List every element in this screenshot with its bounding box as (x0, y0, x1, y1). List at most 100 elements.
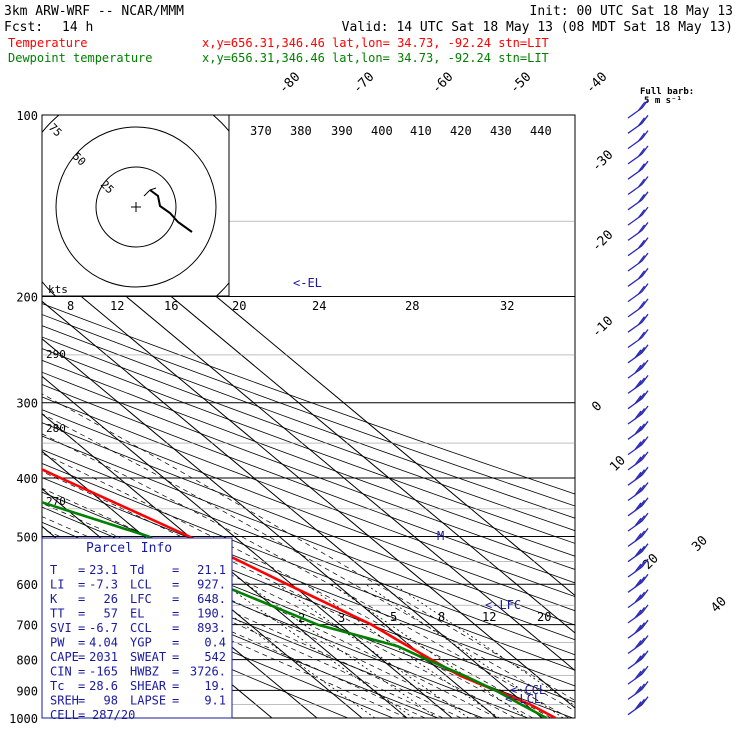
wind-barb-flag (641, 267, 649, 277)
wind-barb-flag (641, 206, 649, 216)
parcel-stat-name: K (50, 592, 58, 606)
wind-barb-flag (637, 301, 646, 310)
init-time: Init: 00 UTC Sat 18 May 13 (530, 4, 734, 19)
wind-barb-flag (637, 209, 646, 218)
parcel-stat-eq: = (78, 694, 85, 708)
isotherm-line (42, 450, 363, 718)
isotherm-tick-label: 10 (607, 453, 629, 475)
parcel-stat-eq: = (78, 679, 85, 693)
valid-time: Valid: 14 UTC Sat 18 May 13 (08 MDT Sat … (342, 20, 733, 35)
wind-barb-flag (641, 420, 649, 430)
wind-barb-flag (637, 637, 646, 647)
pressure-tick-label: 700 (16, 619, 38, 633)
parcel-info-box (41, 537, 233, 719)
parcel-stat-value: -6.7 (89, 621, 118, 635)
parcel-stat-name: T (50, 563, 57, 577)
mixing-ratio-tick-label: 16 (164, 299, 178, 313)
isotherm-line (42, 300, 543, 718)
parcel-stat-eq: = (78, 708, 85, 722)
isotherm-tick-label: -40 (583, 70, 610, 97)
mixing-ratio-tick-label: 20 (232, 299, 246, 313)
dewpoint-series-line (42, 500, 548, 718)
parcel-stat-name: SWEAT (130, 650, 166, 664)
parcel-stat-eq: = (172, 578, 179, 592)
wind-barb-flag (637, 423, 646, 433)
parcel-stat-eq: = (172, 592, 179, 606)
wind-barb-flag (634, 502, 642, 512)
wind-barb-flag (641, 283, 649, 292)
parcel-stat-name: PW (50, 636, 65, 650)
wind-barb-flag (637, 484, 646, 494)
wind-barb-flag (634, 456, 642, 466)
parcel-stat-eq: = (172, 563, 179, 577)
theta-tick-label: 400 (371, 124, 393, 138)
moist-adiabat-line (42, 516, 480, 718)
wind-barb-flag (637, 607, 646, 616)
full-barb-label: Full barb: (640, 87, 694, 97)
wind-barb-flag (634, 640, 642, 649)
pressure-tick-label: 900 (16, 684, 38, 698)
theta-tick-label: 380 (290, 124, 312, 138)
parcel-info-rows: T = 23.1 Td = 21.1 LI = -7.3 LCL = 927. K = 26 LFC = 648.… (50, 563, 226, 722)
theta-tick-label: 440 (530, 124, 552, 138)
mixing-ratio-tick-label: 8 (438, 610, 445, 624)
parcel-stat-value: 893. (197, 621, 226, 635)
theta-tick-label: 370 (250, 124, 272, 138)
wind-barb-flag (641, 497, 649, 507)
wind-barb-flag (637, 392, 646, 402)
model-title: 3km ARW-WRF -- NCAR/MMM (4, 4, 184, 19)
wind-barb-flag (641, 589, 649, 598)
moist-adiabat-line (42, 413, 575, 712)
pressure-tick-label: 500 (16, 530, 38, 544)
parcel-stat-eq: = (172, 679, 179, 693)
wind-barb-flag (637, 377, 646, 387)
wind-barb-flag (641, 696, 649, 706)
dry-adiabat-tick-label: 280 (46, 422, 66, 435)
wind-barb-flag (634, 533, 642, 542)
wind-barb-flag (641, 344, 649, 354)
wind-barb-flag (641, 681, 649, 690)
wind-barb-flag (634, 548, 642, 558)
wind-barb-flag (634, 670, 642, 680)
isotherm-line (42, 263, 575, 709)
wind-barb-flag (634, 349, 642, 359)
legend-temperature-info: x,y=656.31,346.46 lat,lon= 34.73, -92.24… (202, 36, 549, 50)
wind-barb-flag (637, 545, 646, 555)
parcel-stat-value: 927. (197, 578, 226, 592)
isotherm-line (42, 413, 408, 718)
wind-barb-flag (637, 622, 646, 632)
isotherm-tick-label: -20 (589, 228, 616, 255)
wind-barb-flag (641, 665, 649, 675)
mixing-ratio-tick-label: 12 (110, 299, 124, 313)
dry-adiabat-tick-label: 290 (46, 348, 66, 361)
parcel-stat-name: CIN (50, 665, 72, 679)
hodograph-storm-motion (143, 187, 157, 197)
parcel-stat-name: SREH (50, 694, 79, 708)
wind-barb-flag (641, 145, 649, 155)
isotherm-tick-label: 30 (689, 533, 711, 555)
parcel-stat-value: 28.6 (89, 679, 118, 693)
wind-barb-flag (634, 380, 642, 389)
wind-barb-flag (637, 576, 646, 586)
fcst-value: 14 h (62, 20, 93, 35)
wind-barb-flag (637, 683, 646, 693)
parcel-stat-value: 57 (104, 607, 118, 621)
pressure-tick-label: 400 (16, 472, 38, 486)
wind-barb-flag (641, 329, 649, 338)
wind-barb-flag (641, 313, 649, 323)
isotherm-tick-label: 0 (589, 399, 605, 415)
wind-barb-flag (637, 530, 646, 540)
wind-barb-flag (637, 454, 646, 463)
wind-barb-flag (637, 193, 646, 203)
parcel-stat-value: 19. (204, 679, 226, 693)
pressure-tick-label: 800 (16, 654, 38, 668)
parcel-stat-name: CELL (50, 708, 79, 722)
parcel-stat-eq: = (172, 636, 179, 650)
parcel-stat-value: 4.04 (89, 636, 118, 650)
wind-barb-flag (637, 331, 646, 341)
wind-barb-flag (634, 624, 642, 634)
mixing-ratio-tick-label: 24 (312, 299, 326, 313)
wind-barb-flag (634, 563, 642, 573)
parcel-stat-eq: = (78, 578, 85, 592)
